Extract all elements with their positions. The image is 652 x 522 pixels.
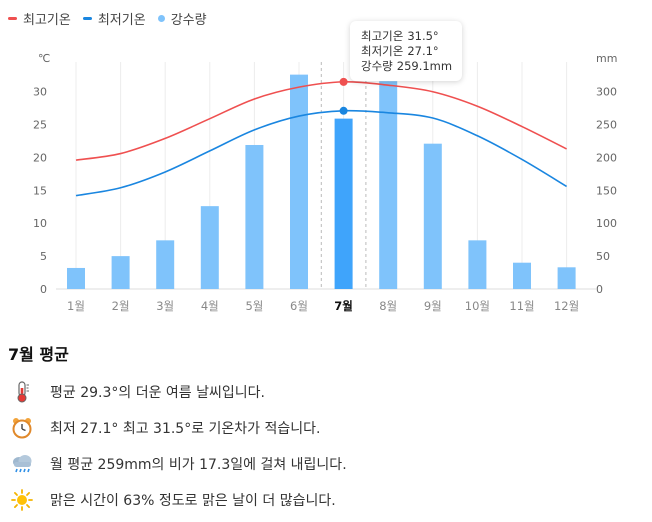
tooltip-value-rain: 259.1mm [396,59,453,73]
x-tick-label: 12월 [554,299,579,313]
high-temp-line [75,81,567,161]
x-tick-label: 3월 [156,299,174,313]
rain-bar-9월 [423,143,442,289]
rain-bar-1월 [67,267,85,289]
rain-cloud-icon [8,452,36,476]
rain-bar-6월 [290,74,308,289]
y-left-tick: 30 [33,86,47,99]
tooltip-label-low: 최저기온 [361,44,404,58]
legend-item-high[interactable]: 최고기온 [8,9,71,28]
rain-bar-12월 [557,267,576,289]
x-tick-label: 1월 [67,299,85,313]
legend-label-high: 최고기온 [23,13,71,28]
thermometer-icon [8,380,36,404]
x-tick-label: 11월 [509,299,534,313]
legend-swatch-low [82,17,92,20]
summary-item-sun: 맑은 시간이 63% 정도로 맑은 날이 더 많습니다. [8,482,347,518]
y-left-tick: 10 [33,217,47,230]
y-right-tick: 100 [596,217,617,230]
x-tick-label: 7월 [334,299,353,313]
summary-title: 7월 평균 [8,345,69,364]
summary-text-sun: 맑은 시간이 63% 정도로 맑은 날이 더 많습니다. [50,493,336,509]
x-tick-label: 5월 [245,299,263,313]
rain-bar-7월 [334,118,353,289]
low-temp-line [75,109,568,197]
tooltip-value-low: 27.1° [407,44,439,58]
x-tick-label: 9월 [424,299,442,313]
tooltip-row-high: 최고기온 31.5° [361,29,452,44]
rain-bar-8월 [379,81,398,290]
y-right-tick: 200 [596,151,617,164]
y-left-tick: 25 [33,119,47,132]
summary-text-rain: 월 평균 259mm의 비가 17.3일에 걸쳐 내립니다. [50,457,347,473]
rain-bar-4월 [200,206,219,289]
x-tick-label: 10월 [465,299,490,313]
y-right-unit: mm [596,52,617,65]
tooltip-row-rain: 강수량 259.1mm [361,59,452,74]
x-tick-label: 6월 [290,299,308,313]
x-tick-label: 2월 [112,299,130,313]
climate-chart: ℃ 0 5 10 15 20 25 30 mm 0 50 100 150 200 250 300 1월 2월 3월 4… [33,52,617,313]
summary-item-temperature: 평균 29.3°의 더운 여름 날씨입니다. [8,374,347,410]
legend-item-low[interactable]: 최저기온 [82,9,146,28]
tooltip-label-rain: 강수량 [361,59,393,73]
summary-item-rain: 월 평균 259mm의 비가 17.3일에 걸쳐 내립니다. [8,446,347,482]
legend-swatch-rain [157,15,165,22]
summary-list: 평균 29.3°의 더운 여름 날씨입니다. 최저 27.1° 최고 31.5°… [8,374,347,518]
tooltip-label-high: 최고기온 [361,29,404,43]
y-right-tick: 300 [596,86,617,99]
sun-icon [8,488,36,512]
rain-bar-3월 [156,240,175,289]
y-left-tick: 15 [33,184,47,197]
rain-bar-5월 [245,144,264,289]
summary-text-temperature: 평균 29.3°의 더운 여름 날씨입니다. [50,385,265,401]
y-right-tick: 150 [596,184,617,197]
high-temp-point [339,77,348,86]
x-tick-label: 4월 [201,299,219,313]
legend-label-rain: 강수량 [170,13,207,28]
rain-bar-2월 [111,256,130,289]
y-left-tick: 0 [40,283,47,296]
tooltip-row-low: 최저기온 27.1° [361,44,452,59]
y-left-unit: ℃ [38,52,50,65]
legend-swatch-high [8,17,17,20]
y-left-tick: 5 [40,250,47,263]
low-temp-point [339,106,348,115]
y-right-tick: 250 [596,119,617,132]
chart-tooltip: 최고기온 31.5° 최저기온 27.1° 강수량 259.1mm [350,21,462,81]
rain-bar-10월 [468,240,487,289]
y-right-tick: 0 [596,283,603,296]
chart-legend: 최고기온 최저기온 강수량 [8,9,219,28]
summary-text-range: 최저 27.1° 최고 31.5°로 기온차가 적습니다. [50,421,321,437]
tooltip-value-high: 31.5° [407,29,439,43]
legend-label-low: 최저기온 [97,13,146,28]
rain-bar-11월 [513,262,531,289]
alarm-clock-icon [8,416,36,440]
x-tick-label: 8월 [379,299,397,313]
y-left-tick: 20 [33,151,47,164]
summary-item-range: 최저 27.1° 최고 31.5°로 기온차가 적습니다. [8,410,347,446]
legend-item-rain[interactable]: 강수량 [157,9,207,28]
y-right-tick: 50 [596,250,610,263]
